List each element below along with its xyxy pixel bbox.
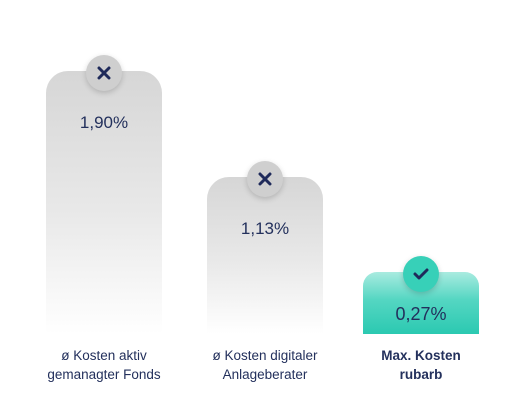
value-label-rubarb: 0,27% bbox=[395, 304, 447, 324]
x-icon bbox=[247, 161, 283, 198]
category-label-active-funds: ø Kosten aktiv gemanagter Fonds bbox=[47, 348, 161, 382]
value-label-active-funds: 1,90% bbox=[79, 112, 129, 132]
bar-active-funds bbox=[46, 70, 162, 334]
x-icon bbox=[86, 54, 122, 91]
category-label-rubarb: Max. Kosten rubarb bbox=[381, 348, 461, 382]
value-label-robo-advisor: 1,13% bbox=[240, 219, 290, 239]
bar-robo-advisor bbox=[207, 177, 323, 334]
category-label-robo-advisor: ø Kosten digitaler Anlageberater bbox=[212, 348, 318, 382]
check-icon bbox=[403, 256, 439, 292]
